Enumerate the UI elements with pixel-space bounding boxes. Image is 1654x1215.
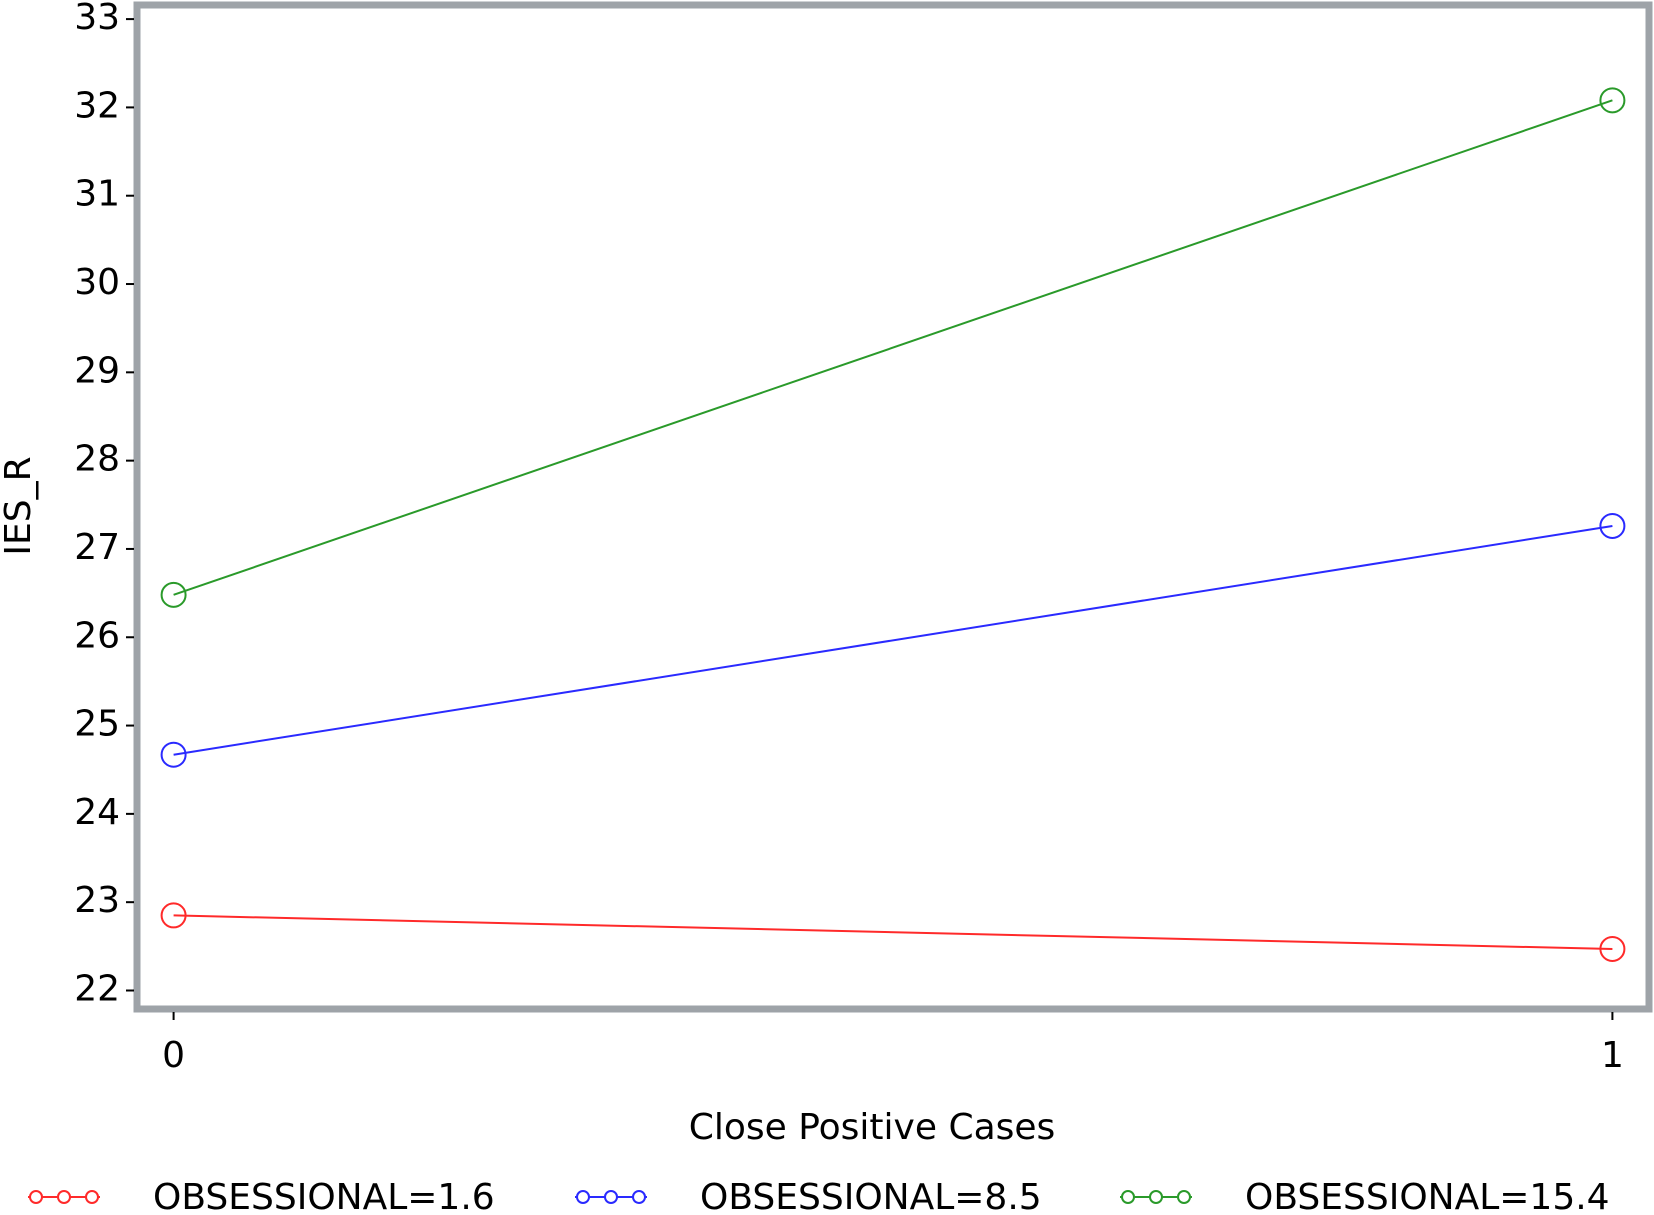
y-tick-label: 24 [74,792,120,833]
legend-label: OBSESSIONAL=8.5 [700,1177,1042,1215]
legend-marker [57,1190,71,1204]
marker [160,741,187,768]
y-tick-label: 33 [74,0,120,38]
y-tick-label: 30 [74,262,120,303]
x-axis-label: Close Positive Cases [689,1107,1056,1148]
y-tick-label: 25 [74,704,120,745]
y-tick-label: 26 [74,615,120,656]
legend-label: OBSESSIONAL=1.6 [153,1177,495,1215]
marker [1599,87,1626,114]
legend-marker [29,1190,43,1204]
marker [1599,512,1626,539]
legend-marker [1121,1190,1135,1204]
y-tick-label: 22 [74,968,120,1009]
legend-marker [85,1190,99,1204]
y-tick-label: 31 [74,174,120,215]
plot-frame [133,1,1653,1013]
y-tick-label: 32 [74,85,120,126]
y-tick-label: 28 [74,439,120,480]
legend-marker [632,1190,646,1204]
legend-marker [576,1190,590,1204]
marker [160,902,187,929]
x-tick-label: 1 [1601,1035,1624,1076]
legend-marker [604,1190,618,1204]
series-line [173,914,1613,950]
legend-marker [1177,1190,1191,1204]
series-line [173,524,1613,756]
legend-marker [1149,1190,1163,1204]
y-tick-label: 23 [74,880,120,921]
x-tick-label: 0 [162,1035,185,1076]
marker [1599,935,1626,962]
y-axis-label: IES_R [0,456,39,555]
legend-label: OBSESSIONAL=15.4 [1245,1177,1610,1215]
series-line [173,99,1613,596]
y-tick-label: 27 [74,527,120,568]
y-tick-label: 29 [74,350,120,391]
marker [160,581,187,608]
